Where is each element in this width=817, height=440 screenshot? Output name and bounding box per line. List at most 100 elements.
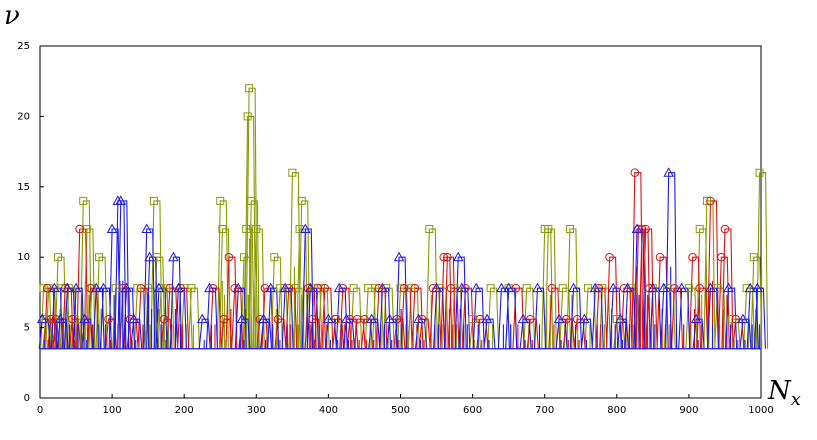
data-point: [503, 282, 515, 293]
y-tick-label: 15: [17, 182, 30, 193]
data-point: [425, 225, 434, 234]
data-point: [36, 313, 48, 324]
data-point: [705, 282, 716, 293]
data-point: [558, 284, 567, 293]
data-point: [384, 313, 396, 324]
data-point: [305, 282, 316, 293]
data-point: [713, 284, 722, 293]
data-point: [258, 313, 269, 324]
data-point: [598, 284, 607, 293]
x-tick-label: 1000: [748, 405, 773, 416]
data-point: [615, 313, 626, 324]
data-point: [133, 284, 142, 293]
data-point: [630, 168, 640, 178]
y-tick-label: 10: [17, 252, 30, 263]
x-axis-label-sub: x: [791, 389, 801, 410]
data-point: [54, 253, 63, 262]
data-point: [670, 283, 679, 293]
data-point: [744, 282, 756, 293]
data-point: [658, 282, 670, 293]
data-point: [749, 253, 758, 262]
data-point: [270, 253, 279, 262]
data-point: [452, 251, 464, 262]
data-point: [240, 253, 249, 262]
data-point: [522, 284, 531, 293]
data-layer: [36, 84, 769, 350]
data-point: [136, 283, 146, 293]
data-point: [121, 282, 132, 293]
data-point: [242, 225, 251, 234]
data-point: [737, 313, 749, 324]
data-point: [79, 196, 88, 205]
data-point: [371, 284, 380, 293]
data-point: [168, 251, 179, 262]
data-point: [647, 282, 659, 293]
y-axis-label: ν: [4, 1, 20, 31]
data-point: [553, 313, 565, 324]
data-point: [525, 314, 535, 324]
data-point: [288, 168, 297, 177]
data-point: [496, 282, 507, 293]
data-point: [755, 168, 764, 177]
x-axis-label: Nx: [767, 376, 801, 410]
data-point: [475, 314, 485, 324]
data-point: [196, 313, 208, 324]
axis-layer: 0 100 200 300 400 500 600 700 800 900 1000 0 5 10 15 20…: [17, 41, 773, 416]
data-point: [443, 252, 452, 262]
data-point: [265, 282, 277, 293]
data-point: [333, 282, 345, 293]
data-point: [49, 282, 60, 293]
y-tick-label: 20: [17, 111, 30, 122]
data-point: [232, 282, 244, 293]
x-tick-label: 900: [679, 405, 698, 416]
data-point: [481, 313, 493, 324]
data-point: [236, 313, 248, 324]
data-point: [562, 314, 571, 324]
data-point: [393, 251, 405, 262]
data-point: [720, 224, 730, 234]
data-point: [187, 284, 196, 293]
data-point: [517, 313, 529, 324]
data-point: [470, 282, 482, 293]
data-point: [75, 224, 84, 234]
data-point: [219, 314, 229, 324]
data-point: [46, 314, 56, 324]
y-tick-label: 5: [24, 323, 30, 334]
data-point: [631, 223, 643, 234]
data-point: [413, 313, 424, 324]
data-point: [243, 112, 252, 121]
data-point: [62, 282, 73, 293]
x-tick-label: 600: [463, 405, 482, 416]
data-point: [70, 282, 82, 293]
data-point: [104, 314, 113, 324]
data-point: [655, 252, 665, 262]
data-point: [323, 313, 334, 324]
data-point: [341, 313, 352, 324]
data-point: [279, 282, 291, 293]
data-point: [622, 282, 633, 293]
data-point: [360, 314, 369, 324]
data-point: [547, 283, 557, 293]
data-point: [728, 315, 737, 324]
data-point: [752, 282, 763, 293]
data-point: [684, 284, 693, 293]
data-point: [90, 282, 102, 293]
data-point: [149, 196, 158, 205]
data-point: [204, 282, 215, 293]
data-point: [366, 313, 378, 324]
data-point: [392, 314, 402, 324]
data-point: [605, 252, 614, 262]
data-point: [218, 225, 227, 234]
data-point: [144, 251, 155, 262]
x-tick-label: 0: [37, 405, 43, 416]
x-tick-label: 300: [247, 405, 266, 416]
x-tick-label: 500: [391, 405, 410, 416]
data-point: [690, 313, 702, 324]
data-point: [42, 283, 52, 293]
data-point: [589, 282, 601, 293]
data-point: [252, 225, 261, 234]
data-point: [152, 253, 161, 262]
data-point: [532, 282, 543, 293]
